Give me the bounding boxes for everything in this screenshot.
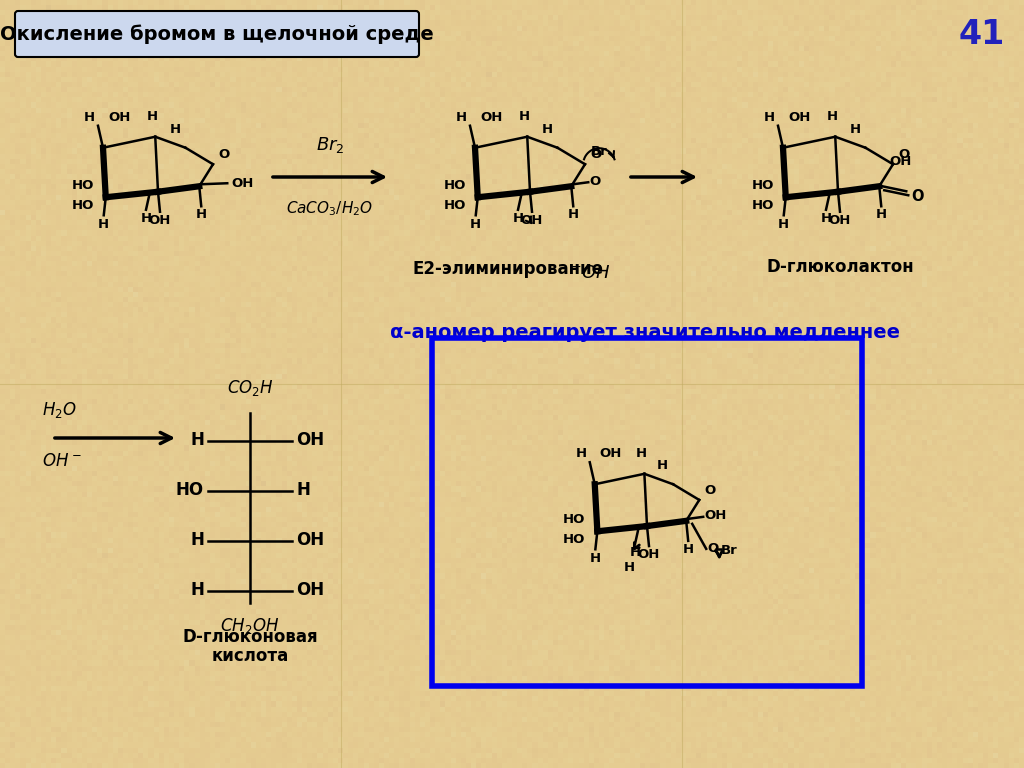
Text: $OH^-$: $OH^-$ bbox=[42, 452, 82, 470]
Text: O: O bbox=[705, 484, 716, 497]
Text: OH: OH bbox=[231, 177, 254, 190]
Text: H: H bbox=[98, 218, 110, 231]
Text: кислота: кислота bbox=[211, 647, 289, 665]
Text: H: H bbox=[683, 543, 693, 556]
Text: OH: OH bbox=[638, 548, 660, 561]
Text: OH: OH bbox=[480, 111, 503, 124]
Text: Окисление бромом в щелочной среде: Окисление бромом в щелочной среде bbox=[0, 25, 434, 44]
Text: H: H bbox=[512, 212, 523, 225]
Text: H: H bbox=[636, 447, 647, 460]
Text: HO: HO bbox=[563, 513, 586, 526]
Text: OH: OH bbox=[828, 214, 851, 227]
Text: α-аномер реагирует значительно медленнее: α-аномер реагирует значительно медленнее bbox=[390, 323, 900, 342]
Text: H: H bbox=[140, 212, 152, 225]
Text: HO: HO bbox=[563, 533, 586, 546]
Text: H: H bbox=[169, 123, 180, 136]
Text: H: H bbox=[190, 581, 204, 599]
Text: O: O bbox=[590, 148, 601, 161]
Text: $CO_2H$: $CO_2H$ bbox=[226, 378, 273, 398]
Text: $CaCO_3/H_2O$: $CaCO_3/H_2O$ bbox=[287, 199, 374, 217]
Text: H: H bbox=[778, 218, 790, 231]
Text: OH: OH bbox=[296, 431, 325, 449]
Text: HO: HO bbox=[443, 199, 466, 212]
Text: HO: HO bbox=[72, 199, 94, 212]
Text: HO: HO bbox=[443, 179, 466, 192]
Text: H: H bbox=[575, 447, 587, 460]
Text: O: O bbox=[898, 148, 909, 161]
Text: H: H bbox=[590, 552, 601, 565]
Text: O: O bbox=[218, 148, 229, 161]
Text: $Br_2$: $Br_2$ bbox=[315, 135, 344, 155]
Text: H: H bbox=[826, 110, 838, 123]
Text: O: O bbox=[911, 189, 924, 204]
Text: H: H bbox=[657, 459, 668, 472]
Text: O: O bbox=[589, 175, 600, 187]
Text: OH: OH bbox=[600, 447, 623, 460]
Text: OH: OH bbox=[296, 581, 325, 599]
Text: H: H bbox=[84, 111, 95, 124]
FancyBboxPatch shape bbox=[15, 11, 419, 57]
Text: H: H bbox=[876, 208, 887, 221]
Text: OH: OH bbox=[108, 111, 130, 124]
Text: H: H bbox=[519, 110, 529, 123]
Text: Br: Br bbox=[721, 545, 738, 558]
Text: D-глюколактон: D-глюколактон bbox=[766, 258, 913, 276]
Text: HO: HO bbox=[176, 481, 204, 499]
Text: H: H bbox=[296, 481, 310, 499]
Text: OH: OH bbox=[788, 111, 810, 124]
Text: H: H bbox=[456, 111, 467, 124]
Text: HO: HO bbox=[752, 199, 774, 212]
Text: $CH_2OH$: $CH_2OH$ bbox=[220, 616, 280, 636]
Text: D-глюконовая: D-глюконовая bbox=[182, 628, 317, 646]
Text: OH: OH bbox=[889, 155, 911, 168]
Text: OH: OH bbox=[521, 214, 543, 227]
Text: H: H bbox=[190, 531, 204, 549]
Text: OH: OH bbox=[148, 214, 171, 227]
Text: H: H bbox=[630, 546, 641, 559]
Text: H: H bbox=[190, 431, 204, 449]
Text: $H_2O$: $H_2O$ bbox=[42, 400, 77, 420]
Text: H: H bbox=[764, 111, 775, 124]
Text: H: H bbox=[567, 208, 579, 221]
Text: E2-элиминирование: E2-элиминирование bbox=[413, 260, 603, 278]
Text: H: H bbox=[146, 110, 158, 123]
Text: 41: 41 bbox=[958, 18, 1005, 51]
Text: O: O bbox=[708, 542, 719, 555]
Text: H: H bbox=[196, 208, 207, 221]
Text: H: H bbox=[849, 123, 860, 136]
Text: H: H bbox=[624, 561, 635, 574]
Text: Br: Br bbox=[591, 145, 607, 158]
Text: H: H bbox=[820, 212, 831, 225]
Text: $^{-}OH$: $^{-}OH$ bbox=[570, 264, 610, 282]
Text: OH: OH bbox=[705, 509, 727, 522]
Text: HO: HO bbox=[72, 179, 94, 192]
Text: OH: OH bbox=[296, 531, 325, 549]
Text: H: H bbox=[470, 218, 481, 231]
Text: H: H bbox=[542, 123, 553, 136]
Text: HO: HO bbox=[752, 179, 774, 192]
